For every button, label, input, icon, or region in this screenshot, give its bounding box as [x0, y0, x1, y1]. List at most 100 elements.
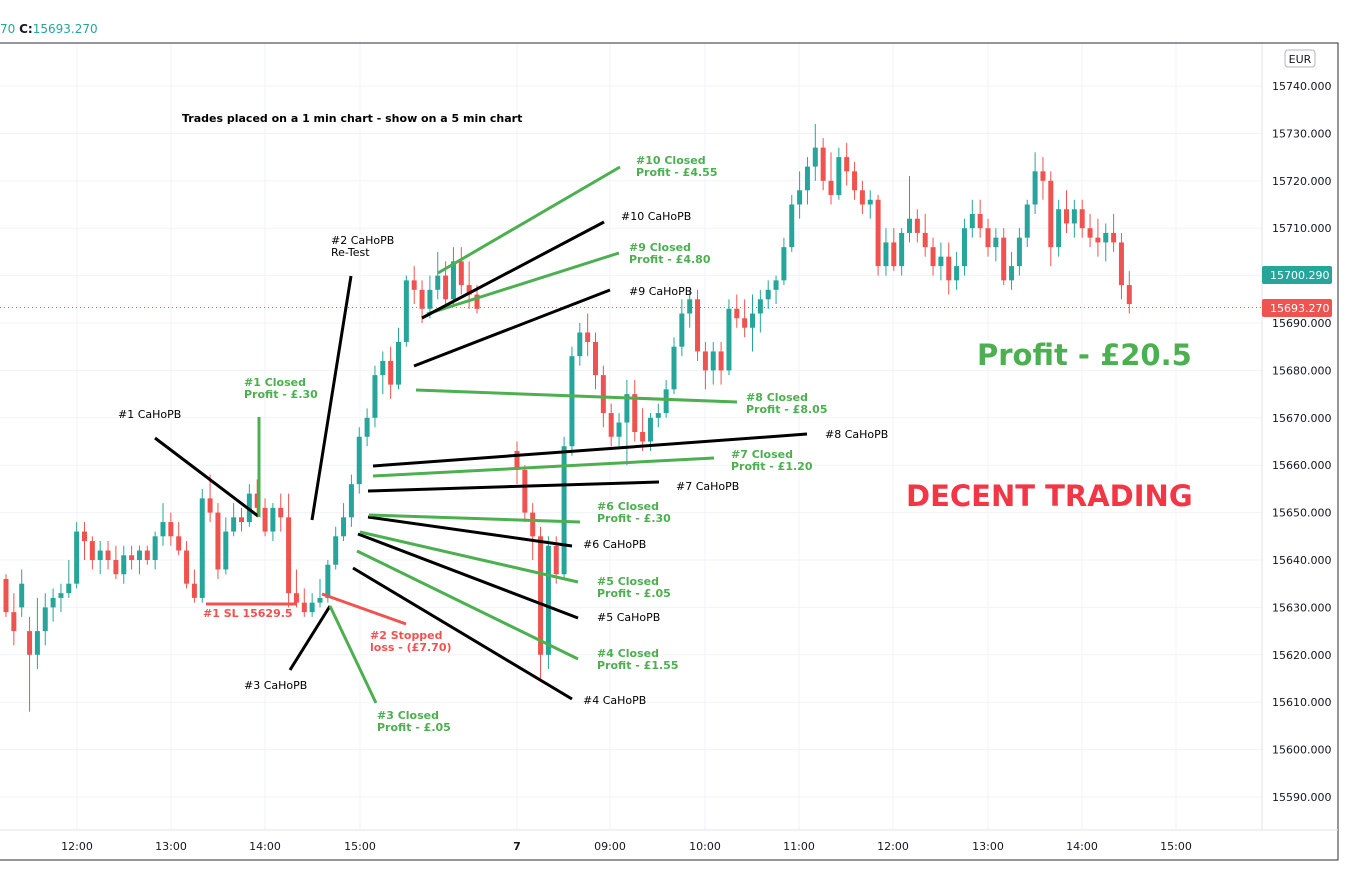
candle-body [930, 247, 936, 267]
time-tick-label: 12:00 [61, 840, 93, 853]
candle-body [74, 531, 80, 584]
candle-body [1126, 285, 1132, 305]
annotation-t9-entry: #9 CaHoPB [629, 285, 692, 298]
currency-badge[interactable] [1284, 49, 1316, 68]
price-tick-label: 15660.000 [1272, 459, 1332, 472]
candle-body [427, 289, 433, 309]
candle-body [372, 375, 378, 418]
time-tick-label: 10:00 [689, 840, 721, 853]
candle-body [333, 536, 339, 565]
candle-body [129, 555, 135, 560]
candle-body [907, 218, 912, 233]
candle-body [293, 593, 299, 603]
candle-body [1103, 232, 1109, 243]
profit-total: Profit - £20.5 [977, 338, 1192, 372]
annotation-t5-close: Profit - £.05 [597, 587, 671, 600]
time-tick-label: 15:00 [344, 840, 376, 853]
candle-body [27, 631, 33, 655]
candle-body [514, 450, 520, 470]
candle-body [396, 341, 401, 385]
candle-body [577, 332, 583, 357]
candle-body [616, 422, 622, 437]
candle-body [1001, 237, 1007, 281]
candle-body [1111, 232, 1117, 243]
candle-body [42, 607, 48, 632]
candle-body [19, 583, 25, 608]
candle-body [710, 351, 716, 371]
candlestick-series [3, 123, 1132, 712]
candle-body [663, 389, 669, 414]
candle-body [121, 555, 127, 575]
candle-body [1064, 209, 1069, 224]
ohlc-close-label: C: [19, 22, 33, 36]
candle-body [569, 356, 575, 447]
candle-body [522, 469, 528, 513]
candle-body [1071, 209, 1077, 224]
candle-body [804, 166, 810, 191]
time-axis: 12:00 13:00 14:00 15:00 7 09:00 10:00 11:00 12:0… [61, 840, 1192, 853]
annotation-t3-entry: #3 CaHoPB [244, 679, 307, 692]
candle-body [655, 413, 661, 418]
chart-frame [0, 42, 1339, 861]
candle-body [561, 446, 567, 575]
candle-body [969, 213, 975, 229]
candle-body [239, 517, 244, 523]
candle-body [1009, 266, 1015, 281]
candle-body [364, 417, 370, 437]
annotation-t8-entry: #8 CaHoPB [825, 428, 888, 441]
candle-body [325, 564, 331, 598]
candle-body [836, 157, 842, 196]
annotation-t2-entry: Re-Test [331, 246, 370, 259]
candle-body [726, 308, 732, 371]
candle-body [1118, 242, 1124, 286]
candle-body [985, 228, 991, 248]
annotation-t2-stop: loss - (£7.70) [370, 641, 452, 654]
time-tick-label: 12:00 [877, 840, 909, 853]
annotation-t6-entry: #6 CaHoPB [583, 538, 646, 551]
annotation-t9-close: Profit - £4.80 [629, 253, 711, 266]
annotation-t8-close: Profit - £8.05 [746, 403, 827, 416]
candle-body [875, 199, 881, 267]
price-tick-label: 15720.000 [1272, 175, 1332, 188]
annotation-t4-entry: #4 CaHoPB [583, 694, 646, 707]
candle-body [695, 299, 701, 352]
annotation-t10-close: Profit - £4.55 [636, 166, 717, 179]
candle-body [859, 190, 865, 205]
candle-body [773, 280, 779, 290]
price-tick-label: 15730.000 [1272, 127, 1332, 140]
annotation-t2-stop: #2 Stopped [370, 629, 443, 642]
candle-body [380, 360, 386, 376]
candle-body [750, 313, 755, 328]
annotation-t3-close: Profit - £.05 [377, 721, 451, 734]
annotation-t6-close: #6 Closed [597, 500, 659, 513]
annotation-t1-close: Profit - £.30 [244, 388, 318, 401]
candle-body [687, 299, 693, 314]
annotation-lines [154, 165, 808, 704]
candle-body [168, 522, 174, 537]
candle-body [136, 550, 142, 560]
price-tick-label: 15680.000 [1272, 364, 1332, 377]
annotation-t9-close: #9 Closed [629, 241, 691, 254]
candle-body [184, 550, 190, 584]
candle-body [797, 190, 803, 205]
annotation-t3-close: #3 Closed [377, 709, 439, 722]
candle-body [647, 417, 653, 442]
price-tick-label: 15610.000 [1272, 696, 1332, 709]
candle-body [199, 498, 205, 598]
price-tick-label: 15740.000 [1272, 80, 1332, 93]
candle-body [341, 517, 347, 537]
candle-body [1040, 171, 1046, 181]
candle-body [474, 294, 480, 309]
candle-body [176, 536, 182, 551]
candle-body [977, 213, 983, 229]
annotation-t5-close: #5 Closed [597, 575, 659, 588]
candle-body [419, 289, 425, 309]
candle-body [207, 498, 213, 513]
candle-body [593, 341, 598, 376]
annotation-t10-close: #10 Closed [636, 154, 706, 167]
candle-body [545, 545, 551, 655]
annotation-t4-close: Profit - £1.55 [597, 659, 678, 672]
candle-body [215, 512, 221, 570]
price-tick-label: 15650.000 [1272, 507, 1332, 520]
